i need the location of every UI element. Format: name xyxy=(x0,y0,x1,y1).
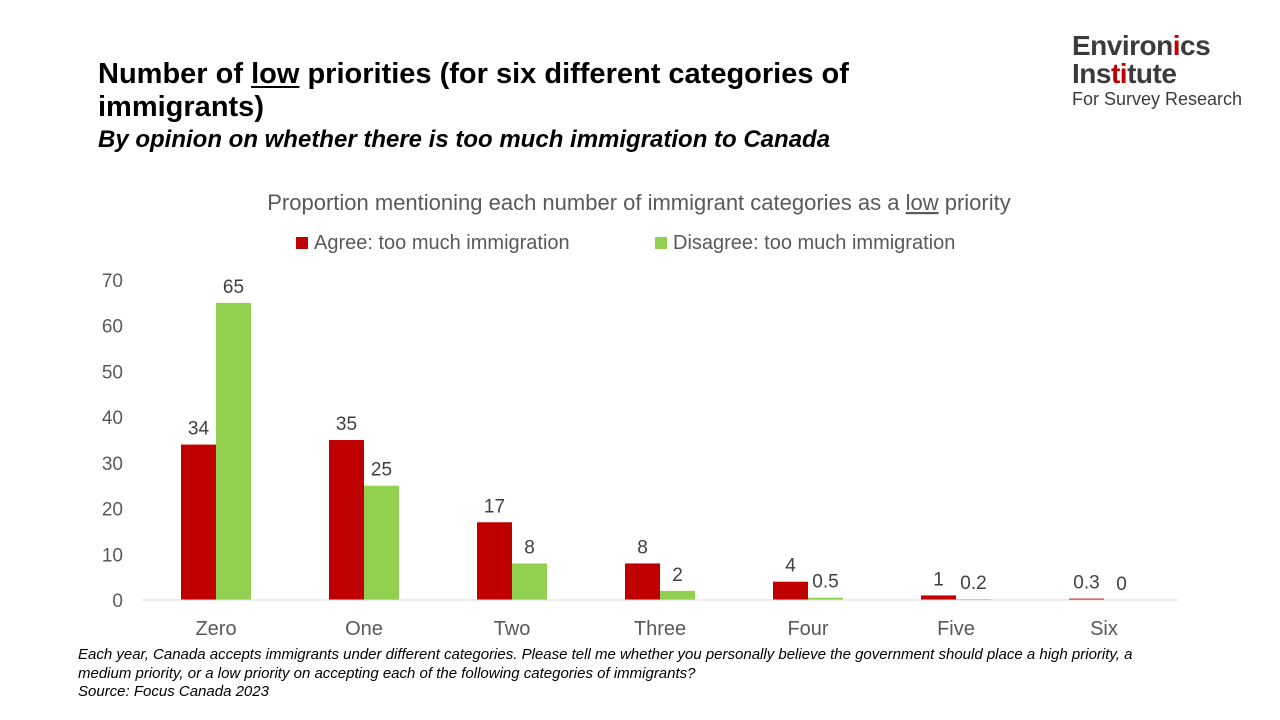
x-tick-label: Three xyxy=(634,618,686,640)
x-tick-label: Zero xyxy=(195,618,236,640)
bar xyxy=(329,440,364,600)
title-text-end: priorities (for six different categories… xyxy=(98,58,849,123)
data-label: 4 xyxy=(785,556,796,577)
bar xyxy=(512,563,547,600)
logo-highlight: ti xyxy=(1110,58,1128,89)
data-label: 25 xyxy=(371,460,392,481)
data-label: 1 xyxy=(933,569,944,590)
data-label: 0.3 xyxy=(1073,573,1099,594)
x-axis: Zero One Two Three Four Five Six xyxy=(142,599,1178,640)
bar xyxy=(660,590,695,600)
bar xyxy=(773,581,808,600)
y-tick-label: 40 xyxy=(102,408,123,429)
bars-group: 34 65 35 25 17 8 8 2 4 0.5 1 0.2 0.3 0 xyxy=(181,277,1127,600)
data-label: 2 xyxy=(672,565,683,586)
page-subtitle: By opinion on whether there is too much … xyxy=(98,126,831,153)
bar xyxy=(625,563,660,600)
environics-logo: Environics Institute For Survey Research xyxy=(1072,32,1242,110)
chart-title-end: priority xyxy=(939,190,1011,215)
chart-title-start: Proportion mentioning each number of imm… xyxy=(267,190,905,215)
logo-line-2: Institute xyxy=(1072,60,1242,88)
data-label: 0.5 xyxy=(812,572,838,593)
data-label: 8 xyxy=(524,537,535,558)
footnote: Each year, Canada accepts immigrants und… xyxy=(78,646,1133,682)
y-tick-label: 60 xyxy=(102,317,123,338)
logo-line-1: Environics xyxy=(1072,32,1242,60)
page-title: Number of low priorities (for six differ… xyxy=(98,58,998,124)
bar xyxy=(364,485,399,600)
x-tick-label: Two xyxy=(494,618,531,640)
x-tick-label: Four xyxy=(787,618,828,640)
y-tick-label: 30 xyxy=(102,454,123,475)
legend-swatch xyxy=(296,237,308,249)
logo-highlight: i xyxy=(1172,30,1181,61)
data-label: 8 xyxy=(637,537,648,558)
logo-text: Environ xyxy=(1072,30,1173,61)
data-label: 65 xyxy=(223,277,244,298)
x-tick-label: One xyxy=(345,618,383,640)
chart-title-underlined: low xyxy=(906,190,939,215)
logo-text: tute xyxy=(1127,58,1177,89)
bar xyxy=(477,522,512,600)
chart-title: Proportion mentioning each number of imm… xyxy=(267,190,1010,215)
data-label: 34 xyxy=(188,419,210,440)
bar xyxy=(216,302,251,600)
y-tick-label: 70 xyxy=(102,271,123,292)
legend-swatch xyxy=(655,237,667,249)
bar xyxy=(921,595,956,600)
title-text-start: Number of xyxy=(98,58,252,90)
bar xyxy=(1069,598,1104,600)
y-axis: 0 10 20 30 40 50 60 70 xyxy=(102,271,123,612)
data-label: 17 xyxy=(484,496,505,517)
bar xyxy=(808,597,843,600)
legend-label: Disagree: too much immigration xyxy=(673,232,955,254)
data-label: 0 xyxy=(1116,574,1127,595)
chart-legend: Agree: too much immigration Disagree: too… xyxy=(296,232,955,254)
title-underlined-word: low xyxy=(251,58,300,90)
y-tick-label: 50 xyxy=(102,362,123,383)
legend-label: Agree: too much immigration xyxy=(314,232,570,254)
data-label: 0.2 xyxy=(960,573,986,594)
data-label: 35 xyxy=(336,414,357,435)
y-tick-label: 0 xyxy=(112,591,123,612)
source-note: Source: Focus Canada 2023 xyxy=(78,683,269,700)
logo-text: cs xyxy=(1180,30,1211,61)
x-tick-label: Five xyxy=(937,618,975,640)
logo-text: Ins xyxy=(1072,58,1111,89)
logo-line-3: For Survey Research xyxy=(1072,89,1243,109)
bar xyxy=(181,444,216,600)
x-tick-label: Six xyxy=(1090,618,1118,640)
y-tick-label: 10 xyxy=(102,545,123,566)
y-tick-label: 20 xyxy=(102,500,123,521)
